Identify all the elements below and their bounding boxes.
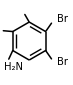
Text: Br: Br [57, 57, 68, 67]
Text: Br: Br [57, 14, 68, 24]
Text: H₂N: H₂N [4, 62, 23, 72]
